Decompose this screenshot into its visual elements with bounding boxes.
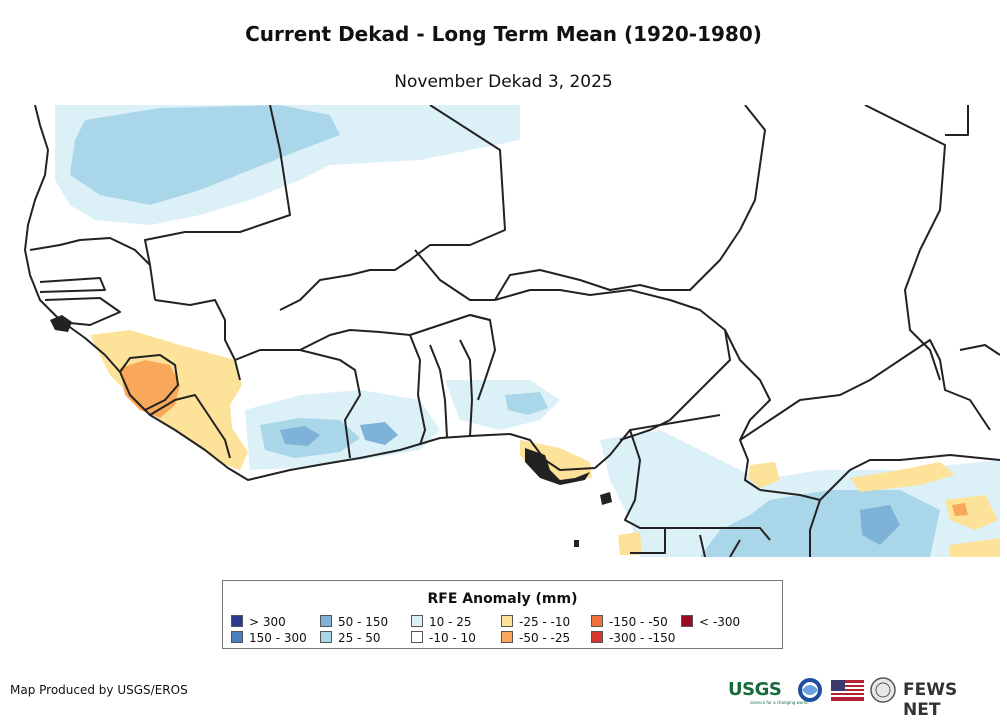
legend-swatch: [320, 631, 332, 643]
border-togo: [429, 344, 448, 438]
border-benin: [459, 314, 496, 437]
island-bissagos: [50, 315, 72, 332]
niger-delta-outline: [525, 448, 590, 485]
anomaly-area-sahara-light-east: [360, 110, 450, 140]
legend-swatch: [681, 615, 693, 627]
anomaly-area-ghana-medium: [505, 392, 548, 415]
legend-label: -50 - -25: [519, 631, 571, 645]
legend-item: 50 - 150: [320, 615, 388, 629]
legend-title: RFE Anomaly (mm): [427, 591, 578, 607]
border-sudan-chad: [864, 105, 946, 381]
legend-label: > 300: [249, 615, 286, 629]
border-guinea-bissau: [44, 297, 121, 326]
legend-swatch: [231, 631, 243, 643]
legend-item: -10 - 10: [411, 631, 476, 645]
anomaly-area-central-strong: [860, 505, 900, 545]
island-sao-tome: [574, 540, 579, 547]
legend-item: -25 - -10: [501, 615, 570, 629]
legend-item: -300 - -150: [591, 631, 675, 645]
border-gabon: [630, 528, 741, 557]
legend-item: -50 - -25: [501, 631, 570, 645]
border-ivory-coast: [234, 349, 361, 459]
border-south-sudan: [959, 344, 1000, 356]
anomaly-area-ghana-light: [445, 380, 560, 430]
anomaly-area-sierra-leone-drier: [120, 360, 180, 418]
coastline-west: [24, 105, 721, 481]
border-burkina: [299, 314, 491, 351]
legend-item: < -300: [681, 615, 740, 629]
anomaly-fields: [55, 105, 1000, 557]
legend-swatch: [320, 615, 332, 627]
border-niger: [414, 249, 495, 301]
legend-label: 50 - 150: [338, 615, 389, 629]
border-egypt: [945, 105, 969, 136]
border-gambia: [39, 277, 106, 293]
island-bioko: [600, 492, 612, 505]
legend-item: -150 - -50: [591, 615, 668, 629]
legend-label: -10 - 10: [429, 631, 476, 645]
legend-swatch: [231, 615, 243, 627]
islands: [50, 315, 612, 547]
legend-item: 10 - 25: [411, 615, 472, 629]
anomaly-area-ivory-coast-strong: [280, 422, 398, 446]
legend-swatch: [411, 615, 423, 627]
agency-logos: USGS science for a changing world FEWS N…: [728, 675, 1000, 720]
legend-swatch: [591, 615, 603, 627]
state-dept-seal-icon: [870, 677, 896, 703]
border-drc-west: [809, 499, 821, 557]
map-credit: Map Produced by USGS/EROS: [10, 683, 188, 697]
legend-label: 25 - 50: [338, 631, 381, 645]
legend-item: 150 - 300: [231, 631, 307, 645]
legend: RFE Anomaly (mm) > 300 150 - 300 50 - 150 2…: [222, 580, 783, 649]
border-congo-drc: [759, 454, 1000, 501]
legend-swatch: [411, 631, 423, 643]
border-senegal: [29, 237, 151, 266]
border-algeria-mali: [279, 105, 506, 311]
legend-label: < -300: [699, 615, 741, 629]
border-ghana: [409, 334, 426, 446]
border-nigeria: [494, 289, 731, 441]
legend-label: -300 - -150: [609, 631, 676, 645]
legend-label: -25 - -10: [519, 615, 571, 629]
border-mauritania-mali: [144, 105, 291, 301]
legend-swatch: [501, 615, 513, 627]
border-libya-niger: [494, 105, 766, 301]
anomaly-area-sahara-medium: [70, 105, 340, 205]
usgs-tagline: science for a changing world: [750, 700, 808, 705]
border-sierra-leone: [119, 354, 179, 411]
map-subtitle: November Dekad 3, 2025: [394, 72, 613, 92]
border-car: [739, 339, 991, 441]
usgs-logo-text: USGS: [728, 679, 782, 700]
legend-swatch: [501, 631, 513, 643]
anomaly-area-gabon-dry: [618, 532, 642, 555]
border-liberia: [149, 394, 231, 459]
border-cameroon-south: [624, 429, 771, 541]
noaa-logo-icon: [798, 678, 822, 702]
legend-swatch: [591, 631, 603, 643]
legend-item: 25 - 50: [320, 631, 381, 645]
anomaly-area-east-drier: [952, 503, 968, 516]
border-chad-cameroon: [724, 329, 771, 491]
anomaly-area-car-dry: [748, 462, 955, 492]
legend-label: 150 - 300: [249, 631, 307, 645]
map-title: Current Dekad - Long Term Mean (1920-198…: [245, 22, 762, 46]
country-borders: [24, 105, 1000, 557]
legend-label: 10 - 25: [429, 615, 472, 629]
us-flag-icon: [831, 680, 864, 701]
fews-net-logo: FEWS NET: [903, 680, 958, 720]
legend-item: > 300: [231, 615, 286, 629]
legend-label: -150 - -50: [609, 615, 668, 629]
